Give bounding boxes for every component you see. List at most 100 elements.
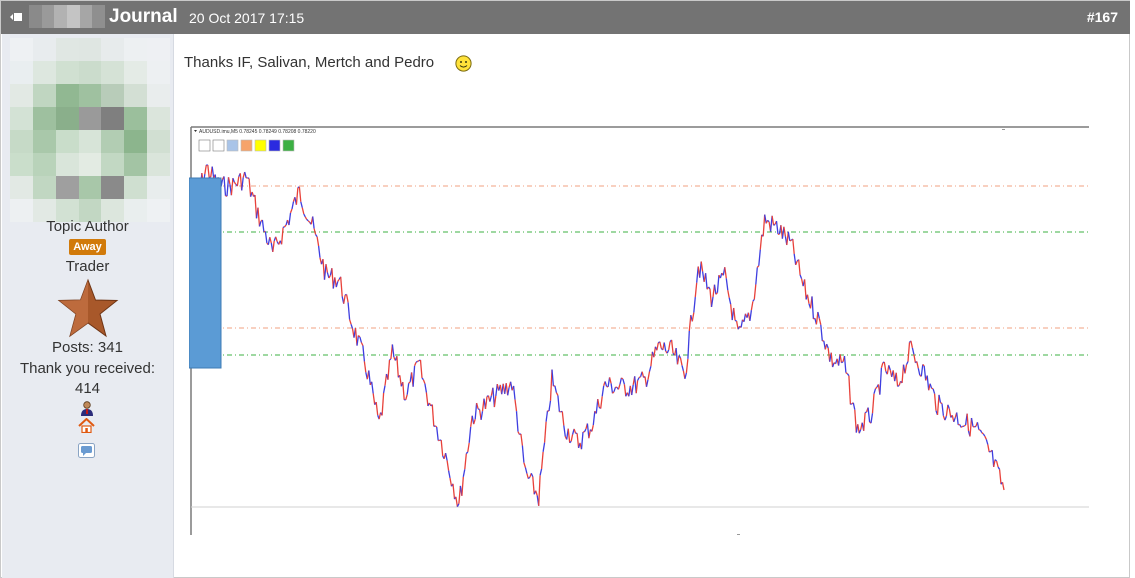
price-segment xyxy=(433,425,436,428)
price-segment xyxy=(248,178,252,197)
post-number[interactable]: #167 xyxy=(1086,9,1118,25)
post-toggle-icon[interactable] xyxy=(9,11,23,23)
price-segment xyxy=(905,361,909,365)
price-segment xyxy=(685,358,689,373)
toolbar-swatch[interactable] xyxy=(198,139,211,152)
price-segment xyxy=(301,207,305,215)
journal-link[interactable]: Journal xyxy=(109,6,178,27)
price-segment xyxy=(767,219,770,223)
price-segment xyxy=(345,294,349,303)
toolbar-swatch[interactable] xyxy=(268,139,281,152)
price-segment xyxy=(993,459,996,468)
price-chart-image[interactable]: AUDUSD.imu,M5 0.78245 0.78249 0.78208 0.… xyxy=(189,125,1092,537)
price-segment xyxy=(676,355,680,365)
price-segment xyxy=(545,410,549,422)
price-segment xyxy=(771,215,775,226)
price-segment xyxy=(917,368,921,376)
price-segment xyxy=(588,429,592,439)
price-segment xyxy=(684,372,688,379)
price-segment xyxy=(888,365,891,371)
price-segment xyxy=(325,264,329,273)
toolbar-swatch[interactable] xyxy=(226,139,239,152)
price-segment xyxy=(343,294,346,304)
author-sidebar: Topic Author Away Trader Posts: 341 Than… xyxy=(2,34,174,578)
price-segment xyxy=(251,191,255,197)
price-segment xyxy=(769,215,773,232)
toolbar-swatch[interactable] xyxy=(240,139,253,152)
price-segment xyxy=(539,468,543,476)
price-segment xyxy=(331,268,334,289)
post-message: Thanks IF, Salivan, Mertch and Pedro xyxy=(184,54,435,71)
price-segment xyxy=(261,219,265,232)
price-segment xyxy=(381,392,385,416)
price-segment xyxy=(764,214,767,224)
price-segment xyxy=(520,433,524,446)
price-segment xyxy=(232,177,236,183)
toolbar-swatch[interactable] xyxy=(254,139,267,152)
price-segment xyxy=(848,375,852,405)
home-icon[interactable] xyxy=(78,418,95,433)
price-segment xyxy=(440,440,444,456)
toolbar-swatch[interactable] xyxy=(212,139,225,152)
price-segment xyxy=(523,462,527,468)
price-segment xyxy=(944,415,948,421)
price-segment xyxy=(756,265,760,268)
toolbar-swatch[interactable] xyxy=(282,139,295,152)
price-segment xyxy=(843,355,847,373)
price-segment xyxy=(535,490,538,496)
price-segment xyxy=(826,343,829,349)
price-segment xyxy=(864,411,867,414)
price-segment xyxy=(932,388,936,394)
price-segment xyxy=(312,216,315,229)
price-segment xyxy=(635,380,639,394)
price-segment xyxy=(960,425,963,428)
username-redacted[interactable] xyxy=(29,5,106,28)
price-segment xyxy=(1001,482,1005,491)
price-segment xyxy=(941,403,945,416)
price-segment xyxy=(360,342,364,346)
chart-marker xyxy=(737,534,740,535)
chart-title: AUDUSD.imu,M5 0.78245 0.78249 0.78208 0.… xyxy=(199,129,316,135)
price-segment xyxy=(724,267,727,279)
price-segment xyxy=(517,431,521,435)
price-segment xyxy=(223,176,227,196)
price-segment xyxy=(857,424,860,434)
price-segment xyxy=(963,424,966,427)
price-segment xyxy=(728,297,732,305)
price-segment xyxy=(668,341,671,351)
price-segment xyxy=(716,275,720,293)
price-segment xyxy=(641,371,645,378)
price-segment xyxy=(289,208,293,214)
price-segment xyxy=(773,223,776,226)
price-segment xyxy=(617,384,621,390)
price-segment xyxy=(787,231,791,242)
price-segment xyxy=(638,376,641,379)
price-segment xyxy=(991,450,995,467)
price-segment xyxy=(532,476,535,495)
price-segment xyxy=(656,342,659,351)
price-segment xyxy=(444,452,448,461)
price-segment xyxy=(227,177,231,185)
smiley-icon xyxy=(455,55,472,72)
price-segment xyxy=(845,372,848,375)
price-segment xyxy=(477,408,480,411)
price-segment xyxy=(458,485,462,504)
price-segment xyxy=(474,403,478,420)
price-segment xyxy=(551,369,555,387)
price-segment xyxy=(204,164,207,175)
price-segment xyxy=(422,379,426,384)
avatar[interactable] xyxy=(10,38,170,222)
chart-toolbar[interactable] xyxy=(198,139,295,152)
price-segment xyxy=(758,249,761,266)
price-segment xyxy=(521,445,525,463)
user-icon[interactable] xyxy=(79,400,95,416)
price-segment xyxy=(484,396,488,409)
price-segment xyxy=(875,386,878,390)
price-segment xyxy=(357,335,361,338)
price-segment xyxy=(670,339,674,354)
price-segment xyxy=(382,385,386,394)
message-icon[interactable] xyxy=(78,443,95,458)
price-segment xyxy=(945,404,949,417)
price-segment xyxy=(988,450,991,453)
author-role: Topic Author xyxy=(46,218,129,235)
